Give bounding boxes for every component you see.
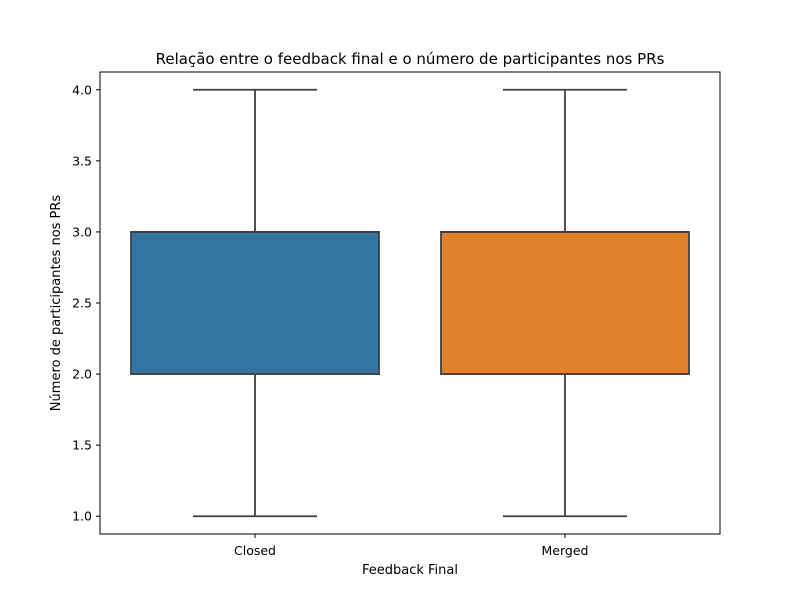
y-axis-label: Número de participantes nos PRs [49,195,64,412]
box-iqr [440,231,690,375]
x-tick-label: Closed [234,543,276,558]
y-tick-label: 2.5 [72,296,92,311]
x-axis-ticks: Closed Merged [234,534,588,558]
y-tick-label: 1.0 [72,509,92,524]
box-iqr [130,231,380,375]
y-tick-label: 4.0 [72,82,92,97]
x-axis-label: Feedback Final [362,563,458,578]
x-tick-label: Merged [542,543,589,558]
y-tick-label: 3.5 [72,153,92,168]
y-tick-label: 1.5 [72,438,92,453]
y-axis-ticks: 1.0 1.5 2.0 2.5 3.0 3.5 4.0 [72,82,100,524]
box-group-closed [130,88,380,518]
y-tick-label: 3.0 [72,224,92,239]
plot-frame [99,71,721,535]
chart-title: Relação entre o feedback final e o númer… [156,50,665,68]
boxes-layer [130,88,690,518]
y-tick-label: 2.0 [72,367,92,382]
box-group-merged [440,88,690,518]
